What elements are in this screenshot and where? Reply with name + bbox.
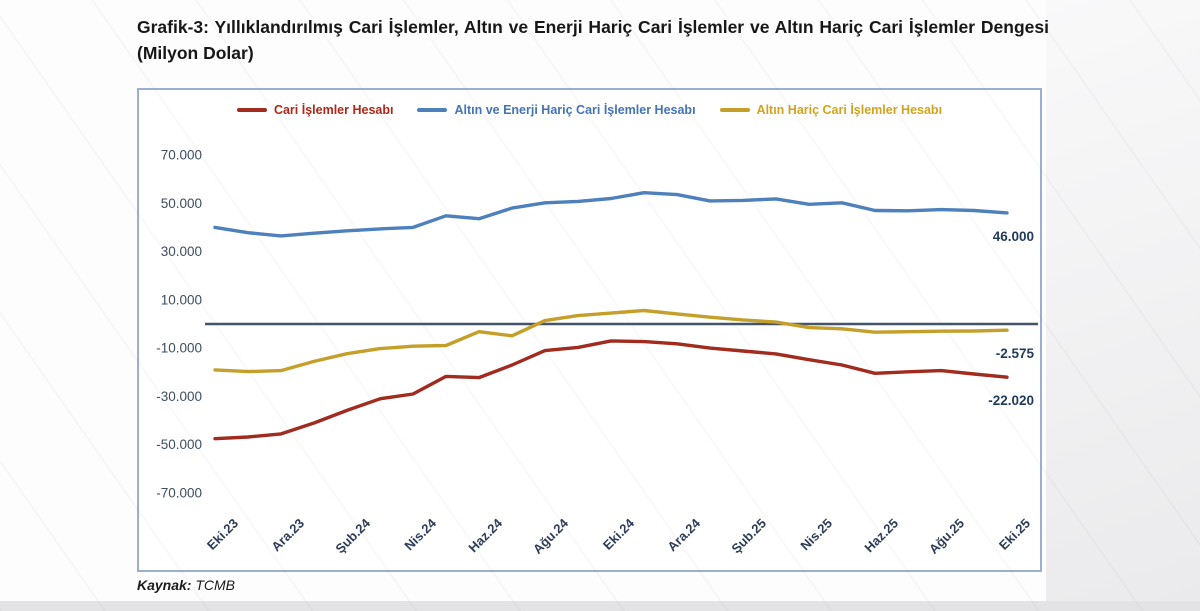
x-axis-label: Haz.25 [861,516,901,556]
x-axis-label: Ara.24 [664,515,703,554]
legend-swatch-cari [236,108,267,112]
chart-card: 70.000 50.000 30.000 10.000 -10.000 -30.000 -5… [137,88,1042,572]
y-axis-label: 70.000 [161,148,202,163]
x-axis-label: Nis.24 [401,515,439,553]
legend-item-cari: Cari İşlemler Hesabı [236,103,394,117]
x-axis-label: Ağu.24 [530,515,572,557]
x-axis-label: Eki.25 [996,516,1033,553]
y-axis-label: -10.000 [156,341,202,356]
x-axis-label: Şub.25 [728,516,769,557]
chart-title: Grafik-3: Yıllıklandırılmış Cari İşlemle… [137,17,1049,63]
series-line-altin-enerji-haric [213,190,1009,238]
series-line-cari [213,339,1009,441]
x-axis-label: Eki.23 [204,516,241,553]
x-axis-label: Haz.24 [465,515,505,555]
y-axis-label: 10.000 [161,292,202,307]
y-axis-label: -50.000 [156,437,202,452]
series-end-value-altin-enerji-haric: 46.000 [993,229,1034,244]
background-bottom-strip [0,601,1200,611]
x-axis-label: Şub.24 [332,515,373,556]
legend-label-altin-haric: Altın Hariç Cari İşlemler Hesabı [756,103,943,117]
legend-item-altin-haric: Altın Hariç Cari İşlemler Hesabı [719,103,943,117]
x-axis-label: Eki.24 [600,515,638,553]
legend-swatch-altin-haric [719,108,750,112]
legend-label-altin-enerji-haric: Altın ve Enerji Hariç Cari İşlemler Hesa… [454,103,696,117]
y-axis-label: 50.000 [161,196,202,211]
x-axis-label: Ağu.25 [926,516,967,557]
series-end-value-cari: -22.020 [988,393,1034,408]
source-label: Kaynak: [137,577,192,593]
source-value: TCMB [195,577,236,593]
background-right-panel [1046,0,1200,611]
chart-plot-area: 70.000 50.000 30.000 10.000 -10.000 -30.000 -5… [156,148,1038,557]
series-end-value-altin-haric: -2.575 [996,346,1035,361]
y-axis-label: 30.000 [161,244,202,259]
legend-label-cari: Cari İşlemler Hesabı [273,103,394,117]
legend-swatch-altin-enerji-haric [417,108,448,112]
x-axis-label: Nis.25 [797,516,835,554]
y-axis-label: -30.000 [156,389,202,404]
y-axis-label: -70.000 [156,486,202,501]
source-line: Kaynak: TCMB [137,577,235,593]
x-axis-label: Ara.23 [268,516,307,555]
chart-legend: Cari İşlemler Hesabı Altın ve Enerji Har… [139,103,1040,117]
legend-item-altin-enerji-haric: Altın ve Enerji Hariç Cari İşlemler Hesa… [417,103,696,117]
series-line-altin-haric [213,308,1009,374]
